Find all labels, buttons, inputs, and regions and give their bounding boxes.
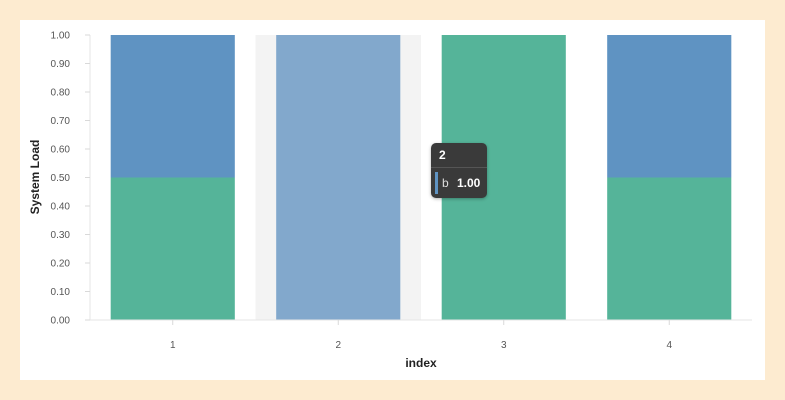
y-tick-label: 0.40 [51,202,71,213]
tooltip-series-name: b [442,176,449,190]
y-tick-label: 0.50 [51,173,71,184]
tooltip: 2 b 1.00 [431,143,487,198]
y-tick-label: 1.00 [51,31,71,42]
tooltip-value: 1.00 [457,176,481,190]
y-tick-label: 0.80 [51,88,71,99]
tooltip-series-swatch [435,172,438,194]
bar-a-1[interactable] [110,177,235,321]
chart-card: 0.00 0.10 0.20 0.30 0.40 0.50 0.60 0.70 0.80 0.90… [20,20,765,380]
y-tick-label: 0.30 [51,230,71,241]
tooltip-divider [431,167,487,168]
x-tick-label: 1 [170,340,176,351]
y-tick-label: 0.60 [51,145,71,156]
stacked-bar-chart: 0.00 0.10 0.20 0.30 0.40 0.50 0.60 0.70 0.80 0.90… [28,31,752,370]
bar-b-2[interactable] [276,35,401,320]
x-tick-label: 4 [666,340,672,351]
y-tick-label: 0.20 [51,259,71,270]
x-tick-label: 3 [501,340,507,351]
bar-b-4[interactable] [607,35,732,178]
x-axis-label: index [405,356,437,370]
tooltip-title: 2 [439,148,446,162]
y-tick-label: 0.90 [51,59,71,70]
bar-b-1[interactable] [110,35,235,178]
y-axis-label: System Load [28,140,42,215]
y-tick-label: 0.10 [51,287,71,298]
bar-a-4[interactable] [607,177,732,321]
y-tick-label: 0.70 [51,116,71,127]
y-tick-label: 0.00 [51,316,71,327]
x-tick-label: 2 [335,340,341,351]
